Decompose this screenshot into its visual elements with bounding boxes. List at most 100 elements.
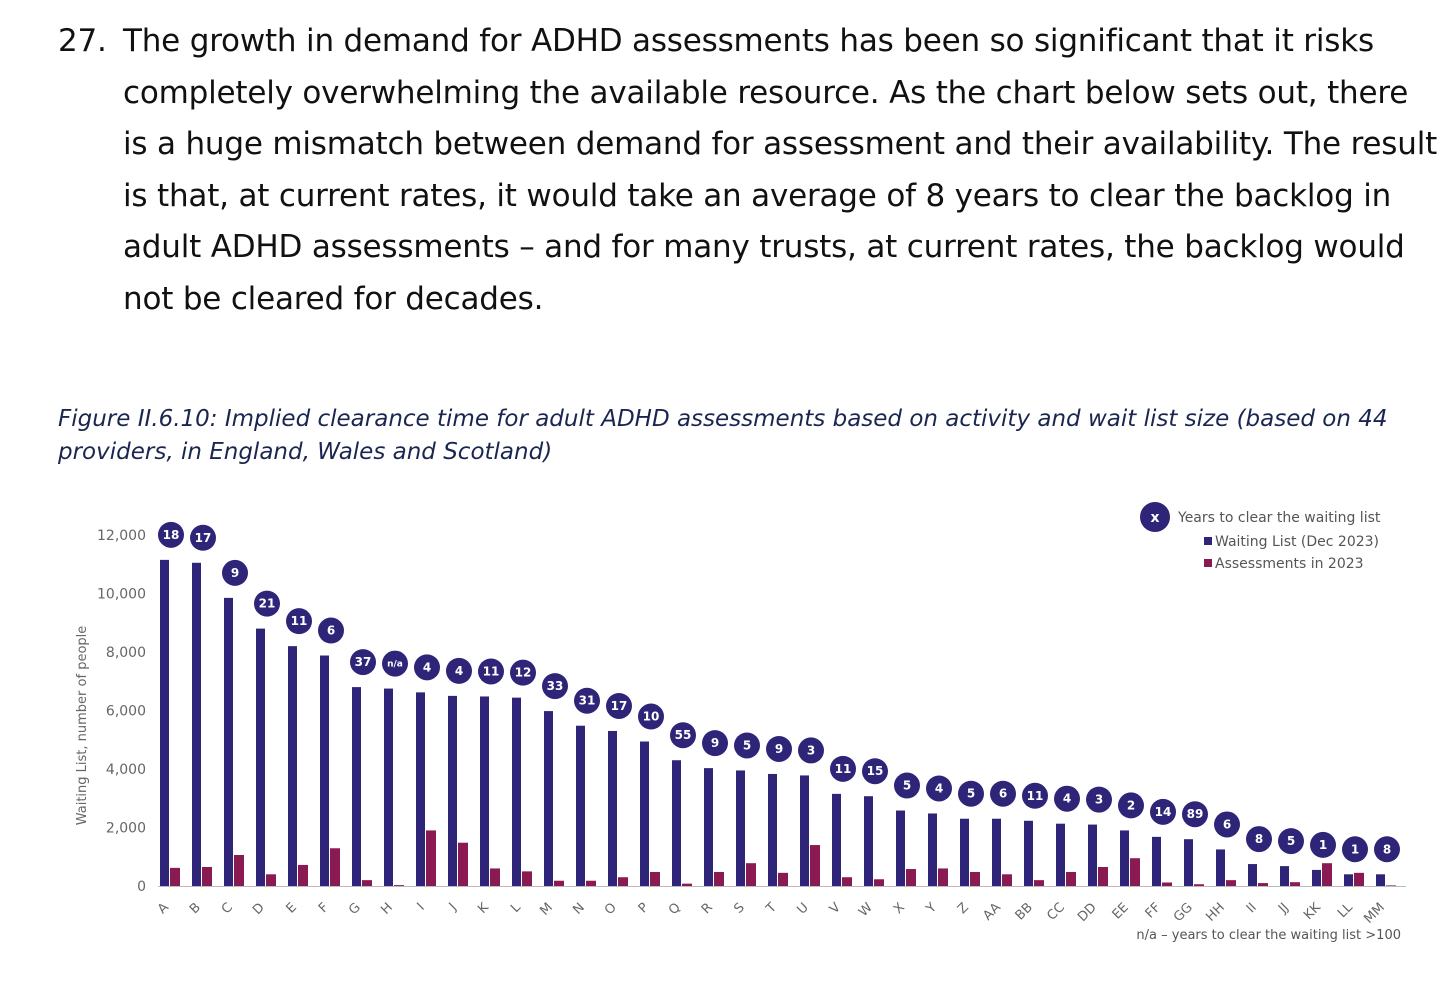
bar-waiting-list xyxy=(1184,839,1193,886)
years-bubble xyxy=(862,758,888,785)
years-bubble xyxy=(318,617,344,644)
bar-assessments xyxy=(906,869,916,886)
years-bubble-label: 31 xyxy=(579,694,596,708)
x-tick-label: W xyxy=(856,900,876,920)
years-bubble xyxy=(1054,785,1080,812)
bar-waiting-list xyxy=(1120,830,1129,886)
bar-waiting-list xyxy=(800,775,809,886)
y-tick-label: 6,000 xyxy=(106,704,146,720)
bar-assessments xyxy=(970,871,980,886)
years-bubble xyxy=(766,735,792,762)
years-bubble xyxy=(926,775,952,802)
bar-assessments xyxy=(1098,866,1108,886)
bar-assessments xyxy=(458,842,468,886)
years-bubble xyxy=(1086,786,1112,813)
years-bubble xyxy=(638,703,664,730)
years-bubble xyxy=(1118,792,1144,819)
years-bubble-label: 9 xyxy=(711,736,719,750)
bar-assessments xyxy=(202,866,212,886)
years-bubble-label: 14 xyxy=(1155,805,1172,819)
x-tick-label: A xyxy=(155,900,172,917)
bar-waiting-list xyxy=(1056,823,1065,886)
bar-assessments xyxy=(810,845,820,886)
bar-assessments xyxy=(490,868,500,886)
bar-assessments xyxy=(1354,872,1364,886)
years-bubble xyxy=(1182,801,1208,828)
bar-waiting-list xyxy=(832,793,841,886)
years-bubble xyxy=(958,780,984,807)
bar-waiting-list xyxy=(608,730,617,886)
bar-assessments xyxy=(1386,885,1396,887)
bar-waiting-list xyxy=(448,695,457,886)
x-tick-label: DD xyxy=(1075,900,1100,925)
years-bubble-label: 8 xyxy=(1255,832,1263,846)
legend-bubble-label: Years to clear the waiting list xyxy=(1177,510,1381,526)
years-bubble xyxy=(286,608,312,635)
years-bubble xyxy=(350,649,376,676)
bar-waiting-list xyxy=(480,696,489,886)
bar-waiting-list xyxy=(192,562,201,886)
bar-waiting-list xyxy=(1280,866,1289,886)
years-bubble xyxy=(158,521,184,548)
years-bubble xyxy=(574,687,600,714)
years-bubble-label: 89 xyxy=(1187,807,1204,821)
years-bubble-label: n/a xyxy=(387,660,403,670)
years-bubble xyxy=(1342,836,1368,863)
legend-swatch-assessments xyxy=(1204,559,1212,567)
years-bubble-label: 55 xyxy=(675,728,692,742)
bar-assessments xyxy=(330,848,340,886)
years-bubble xyxy=(1150,798,1176,825)
figure-caption: Figure II.6.10: Implied clearance time f… xyxy=(58,406,1388,465)
bar-waiting-list xyxy=(864,796,873,886)
bar-waiting-list xyxy=(160,559,169,886)
bar-assessments xyxy=(586,880,596,886)
years-bubble xyxy=(478,658,504,685)
bar-assessments xyxy=(714,871,724,886)
bar-waiting-list xyxy=(928,813,937,886)
years-bubble-label: 15 xyxy=(867,764,884,778)
x-tick-label: H xyxy=(378,900,396,918)
years-bubble xyxy=(1278,828,1304,855)
years-bubble-label: 11 xyxy=(291,614,308,628)
years-bubble xyxy=(734,732,760,759)
years-bubble-label: 8 xyxy=(1383,842,1391,856)
years-bubble-label: 4 xyxy=(1063,792,1071,806)
years-bubble-label: 11 xyxy=(835,762,852,776)
x-tick-label: BB xyxy=(1013,900,1036,923)
x-tick-label: HH xyxy=(1203,900,1227,924)
years-bubble xyxy=(190,524,216,551)
bar-waiting-list xyxy=(1152,836,1161,886)
x-tick-label: O xyxy=(602,900,620,918)
years-bubble xyxy=(1022,782,1048,809)
years-bubble-label: 1 xyxy=(1351,842,1359,856)
years-bubble-label: 5 xyxy=(743,738,751,752)
bar-waiting-list xyxy=(512,697,521,886)
x-tick-label: FF xyxy=(1143,900,1164,921)
x-tick-label: J xyxy=(446,900,460,914)
x-tick-label: X xyxy=(891,900,908,917)
y-tick-label: 2,000 xyxy=(106,821,146,837)
legend-bubble-icon xyxy=(1140,502,1170,532)
bar-waiting-list xyxy=(704,768,713,886)
bar-assessments xyxy=(554,880,564,886)
bar-waiting-list xyxy=(1024,820,1033,886)
years-bubble-label: 4 xyxy=(935,781,943,795)
bar-assessments xyxy=(1162,882,1172,886)
x-tick-label: M xyxy=(537,900,556,919)
years-bubble-label: 11 xyxy=(483,664,500,678)
years-bubble xyxy=(798,737,824,764)
bar-waiting-list xyxy=(352,687,361,886)
x-tick-label: Z xyxy=(955,900,972,917)
bar-waiting-list xyxy=(576,725,585,886)
years-bubble-label: 2 xyxy=(1127,798,1135,812)
bar-assessments xyxy=(682,883,692,886)
x-tick-label: AA xyxy=(980,900,1004,924)
bar-assessments xyxy=(266,874,276,886)
legend-bubble-symbol: x xyxy=(1150,510,1159,526)
years-bubble-label: 33 xyxy=(547,679,564,693)
years-bubble-label: 4 xyxy=(455,664,463,678)
years-bubble xyxy=(990,780,1016,807)
paragraph-27: 27. The growth in demand for ADHD assess… xyxy=(58,16,1438,326)
paragraph-number: 27. xyxy=(58,23,107,59)
bars xyxy=(160,559,1396,887)
